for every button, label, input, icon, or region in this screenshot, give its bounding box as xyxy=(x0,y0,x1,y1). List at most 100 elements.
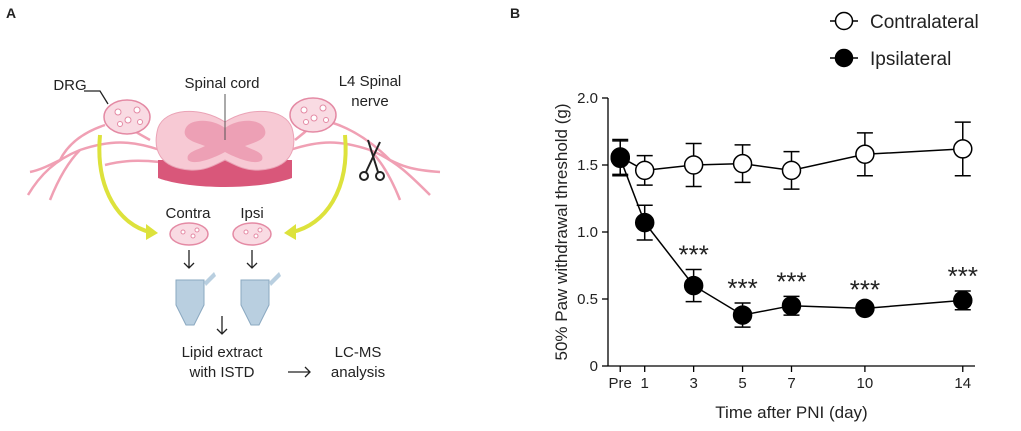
drg xyxy=(103,97,337,246)
nerves xyxy=(29,158,61,174)
spinal-cord xyxy=(184,120,266,163)
data-point xyxy=(634,160,655,181)
nerves xyxy=(329,120,391,161)
drg xyxy=(124,116,132,124)
x-tick-label: 1 xyxy=(641,375,649,392)
significance: *** xyxy=(727,273,757,303)
drg xyxy=(194,227,200,233)
y-tick-label: 0.5 xyxy=(577,291,598,308)
significance: *** xyxy=(850,274,880,304)
nerves xyxy=(289,141,431,196)
drg xyxy=(319,104,327,112)
panel-label: B xyxy=(510,5,520,21)
data-point xyxy=(855,144,875,165)
drg xyxy=(180,229,186,235)
legend-label: Ipsilateral xyxy=(870,49,951,70)
y-tick-label: 0 xyxy=(590,358,598,375)
tubes xyxy=(269,272,281,286)
drg xyxy=(190,233,196,239)
y-tick-label: 2.0 xyxy=(577,90,598,107)
label: LC-MS xyxy=(335,344,382,361)
data-point xyxy=(732,153,753,174)
data-point xyxy=(781,160,802,181)
data-point xyxy=(610,148,630,169)
arrows xyxy=(246,250,258,269)
x-tick-label: Pre xyxy=(609,375,632,392)
drg xyxy=(323,117,329,123)
nerves xyxy=(58,123,106,161)
label: analysis xyxy=(331,364,385,381)
scissors xyxy=(359,139,385,181)
label: Ipsi xyxy=(240,205,263,222)
tubes xyxy=(240,279,270,326)
label: with ISTD xyxy=(188,364,254,381)
y-tick-label: 1.0 xyxy=(577,224,598,241)
drg xyxy=(253,233,259,239)
significance: *** xyxy=(678,240,708,270)
arrows xyxy=(288,366,311,378)
drg xyxy=(232,222,272,246)
legend-label: Contralateral xyxy=(870,12,979,33)
panel-label: A xyxy=(6,5,16,21)
x-tick-label: 14 xyxy=(954,375,971,392)
yellow-arrows xyxy=(97,134,348,240)
y-tick-label: 1.5 xyxy=(577,157,598,174)
arrows xyxy=(183,250,195,269)
drg xyxy=(114,108,122,116)
tubes xyxy=(175,272,281,326)
legend-marker xyxy=(834,48,854,68)
x-tick-label: 5 xyxy=(738,375,746,392)
yellow-arrows xyxy=(291,134,348,234)
y-axis-title: 50% Paw withdrawal threshold (g) xyxy=(552,103,571,360)
data-point xyxy=(634,212,655,233)
yellow-arrows xyxy=(97,134,151,234)
drg xyxy=(117,121,123,127)
nerves xyxy=(26,141,161,196)
panel-b: 0 0.5 1.0 1.5 2.0 Pre 1 3 5 7 10 14 Time after PNI (… xyxy=(552,11,979,422)
drg xyxy=(114,104,329,239)
legend-marker xyxy=(834,11,854,31)
scissors xyxy=(365,141,381,173)
nerves xyxy=(48,149,81,201)
nerves xyxy=(389,158,441,174)
scissors xyxy=(359,171,369,181)
x-axis-title: Time after PNI (day) xyxy=(715,403,867,422)
x-tick-label: 3 xyxy=(689,375,697,392)
drg xyxy=(243,229,249,235)
data-point xyxy=(855,298,875,319)
label: DRG xyxy=(53,77,86,94)
data-point xyxy=(953,290,973,311)
nerves xyxy=(104,159,161,167)
scissors xyxy=(375,171,385,181)
drg xyxy=(137,119,143,125)
data-point xyxy=(732,305,753,325)
significance: *** xyxy=(948,261,978,291)
label: nerve xyxy=(351,93,389,110)
data-point xyxy=(781,295,802,316)
panel-a: A xyxy=(6,5,441,381)
tubes xyxy=(204,272,216,286)
drg xyxy=(257,227,263,233)
label: Spinal cord xyxy=(184,75,259,92)
data-point xyxy=(683,155,704,175)
data-point xyxy=(683,275,704,296)
spinal-cord xyxy=(155,94,295,187)
arrows xyxy=(84,90,109,105)
drg xyxy=(310,114,318,122)
tubes xyxy=(175,279,205,326)
drg xyxy=(133,106,141,114)
label: L4 Spinal xyxy=(339,73,402,90)
arrows xyxy=(216,316,228,335)
drg xyxy=(303,119,309,125)
arrows xyxy=(84,90,311,378)
data-point xyxy=(953,139,973,159)
x-tick-label: 10 xyxy=(857,375,874,392)
drg xyxy=(169,222,209,246)
yellow-arrows xyxy=(284,224,296,240)
drg xyxy=(300,106,308,114)
label: Lipid extract xyxy=(182,344,264,361)
x-tick-label: 7 xyxy=(787,375,795,392)
yellow-arrows xyxy=(146,224,158,240)
significance: *** xyxy=(776,266,806,296)
